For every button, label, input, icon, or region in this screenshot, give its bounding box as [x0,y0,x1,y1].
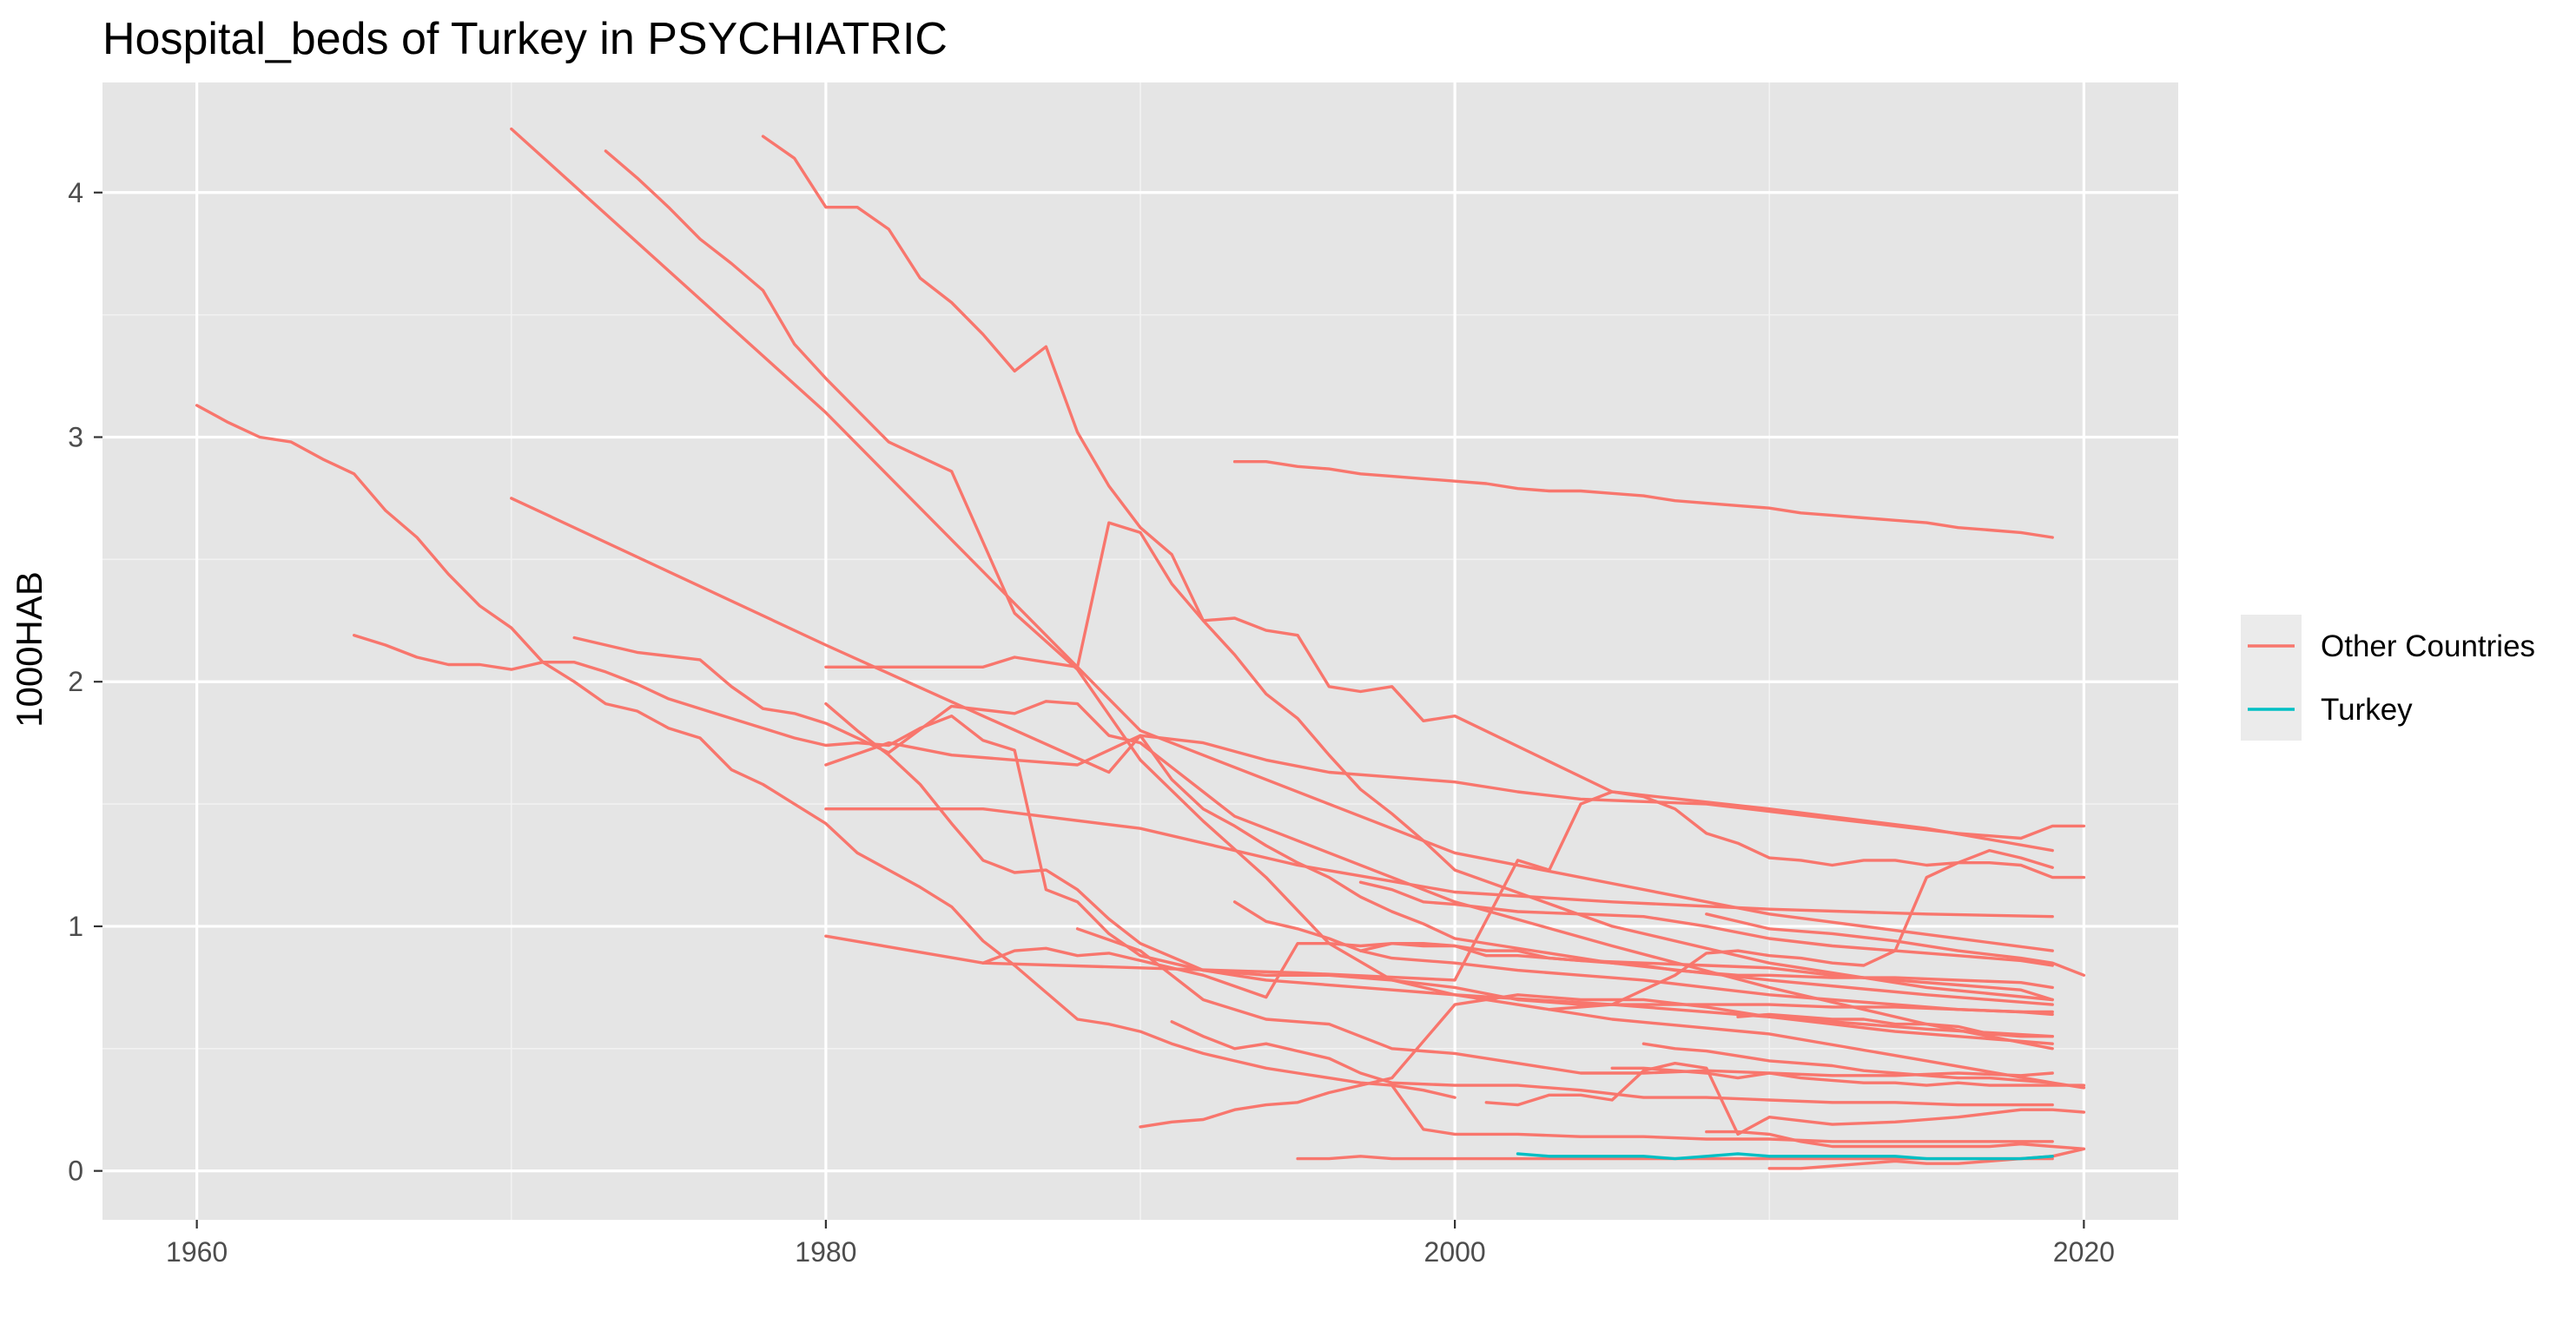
series-line-other-countries-10 [824,734,2086,840]
y-tick-label: 0 [68,1156,83,1187]
series-line-other-countries-9 [824,521,2054,853]
series-line-other-countries-24 [1548,861,2086,1011]
series-line-other-countries-7 [510,497,2054,1006]
legend-label-other-countries: Other Countries [2321,629,2535,663]
series-line-other-countries-30 [1705,912,2086,978]
x-tick-label: 1980 [795,1236,856,1268]
y-axis-title: 1000HAB [9,571,50,728]
x-tick-label: 2020 [2053,1236,2115,1268]
x-tick-label: 2000 [1424,1236,1486,1268]
series-line-other-countries-27 [1705,1130,2086,1151]
series-line-other-countries-29 [1736,1012,2054,1038]
series-line-other-countries-21 [1358,941,2054,1002]
major-gridlines [102,82,2178,1220]
series-line-other-countries-11 [824,702,2054,1014]
legend-key-background [2241,615,2302,741]
series-line-other-countries-17 [1170,1020,2054,1107]
series-lines [195,127,2086,1170]
series-line-other-countries-22 [1390,1084,2054,1143]
y-axis: 0 1 2 3 4 [68,177,102,1187]
y-tick-label: 4 [68,177,83,208]
legend: Other Countries Turkey [2241,615,2535,741]
series-line-other-countries-25 [1610,1066,2086,1087]
series-line-other-countries-5 [1232,460,2054,539]
series-line-other-countries-8 [572,636,2054,1051]
series-line-other-countries-4 [761,135,2054,1002]
x-axis: 1960 1980 2000 2020 [166,1220,2115,1268]
series-line-other-countries-1 [195,404,1456,1099]
y-tick-label: 2 [68,666,83,697]
series-line-other-countries-12 [824,807,2054,919]
series-line-other-countries-20 [1358,880,2054,967]
series-line-other-countries-14 [981,941,2054,999]
series-line-turkey-31 [1516,1152,2054,1161]
series-line-other-countries-3 [604,149,2054,1084]
series-line-other-countries-13 [824,790,2054,982]
legend-label-turkey: Turkey [2321,693,2413,727]
series-line-other-countries-23 [1484,1061,2086,1136]
minor-gridlines [102,82,2178,1220]
x-tick-label: 1960 [166,1236,228,1268]
series-line-other-countries-18 [1232,900,2054,1017]
series-line-other-countries-6 [353,634,2054,1038]
chart-title: Hospital_beds of Turkey in PSYCHIATRIC [102,14,948,64]
series-line-other-countries-2 [510,127,2054,952]
series-line-other-countries-16 [1139,993,2054,1129]
y-tick-label: 3 [68,421,83,452]
y-tick-label: 1 [68,911,83,942]
series-line-other-countries-26 [1641,1042,2086,1090]
